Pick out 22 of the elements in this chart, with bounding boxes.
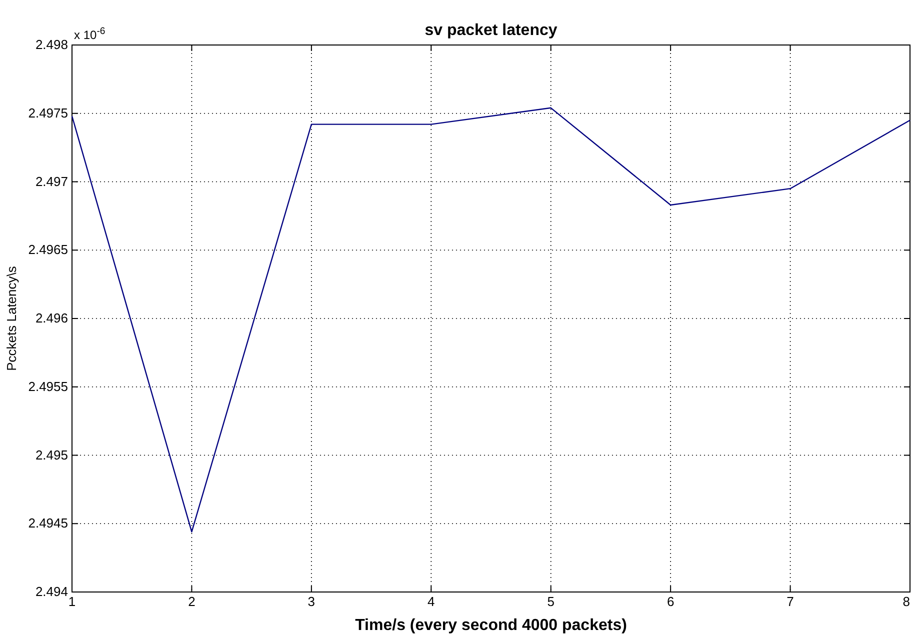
x-tick-label: 2 [188,594,196,609]
y-tick-label: 2.4965 [28,242,68,258]
x-tick-label: 6 [666,594,674,609]
chart-title: sv packet latency [424,22,558,39]
y-tick-label: 2.497 [35,174,68,189]
x-tick-label: 1 [68,594,76,609]
y-tick-label: 2.495 [35,447,68,462]
y-tick-label: 2.4975 [28,105,68,120]
y-axis-title: Pcckets Latency\s [4,266,19,371]
y-tick-label: 2.4955 [28,378,68,394]
x-tick-label: 8 [902,594,910,609]
line-series [71,107,911,532]
x-tick-label: 3 [308,594,316,609]
x-tick-label: 5 [547,594,554,609]
x-axis-title: Time/s (every second 4000 packets) [355,617,627,634]
y-tick-label: 2.498 [35,37,68,52]
x-tick-label: 4 [428,594,435,609]
y-tick-label: 2.494 [35,584,68,599]
text: x 10$^{-6}$ [74,26,106,42]
x-tick-label: 7 [786,594,794,609]
y-tick-label: 2.496 [35,310,68,326]
y-tick-label: 2.4945 [28,516,68,531]
